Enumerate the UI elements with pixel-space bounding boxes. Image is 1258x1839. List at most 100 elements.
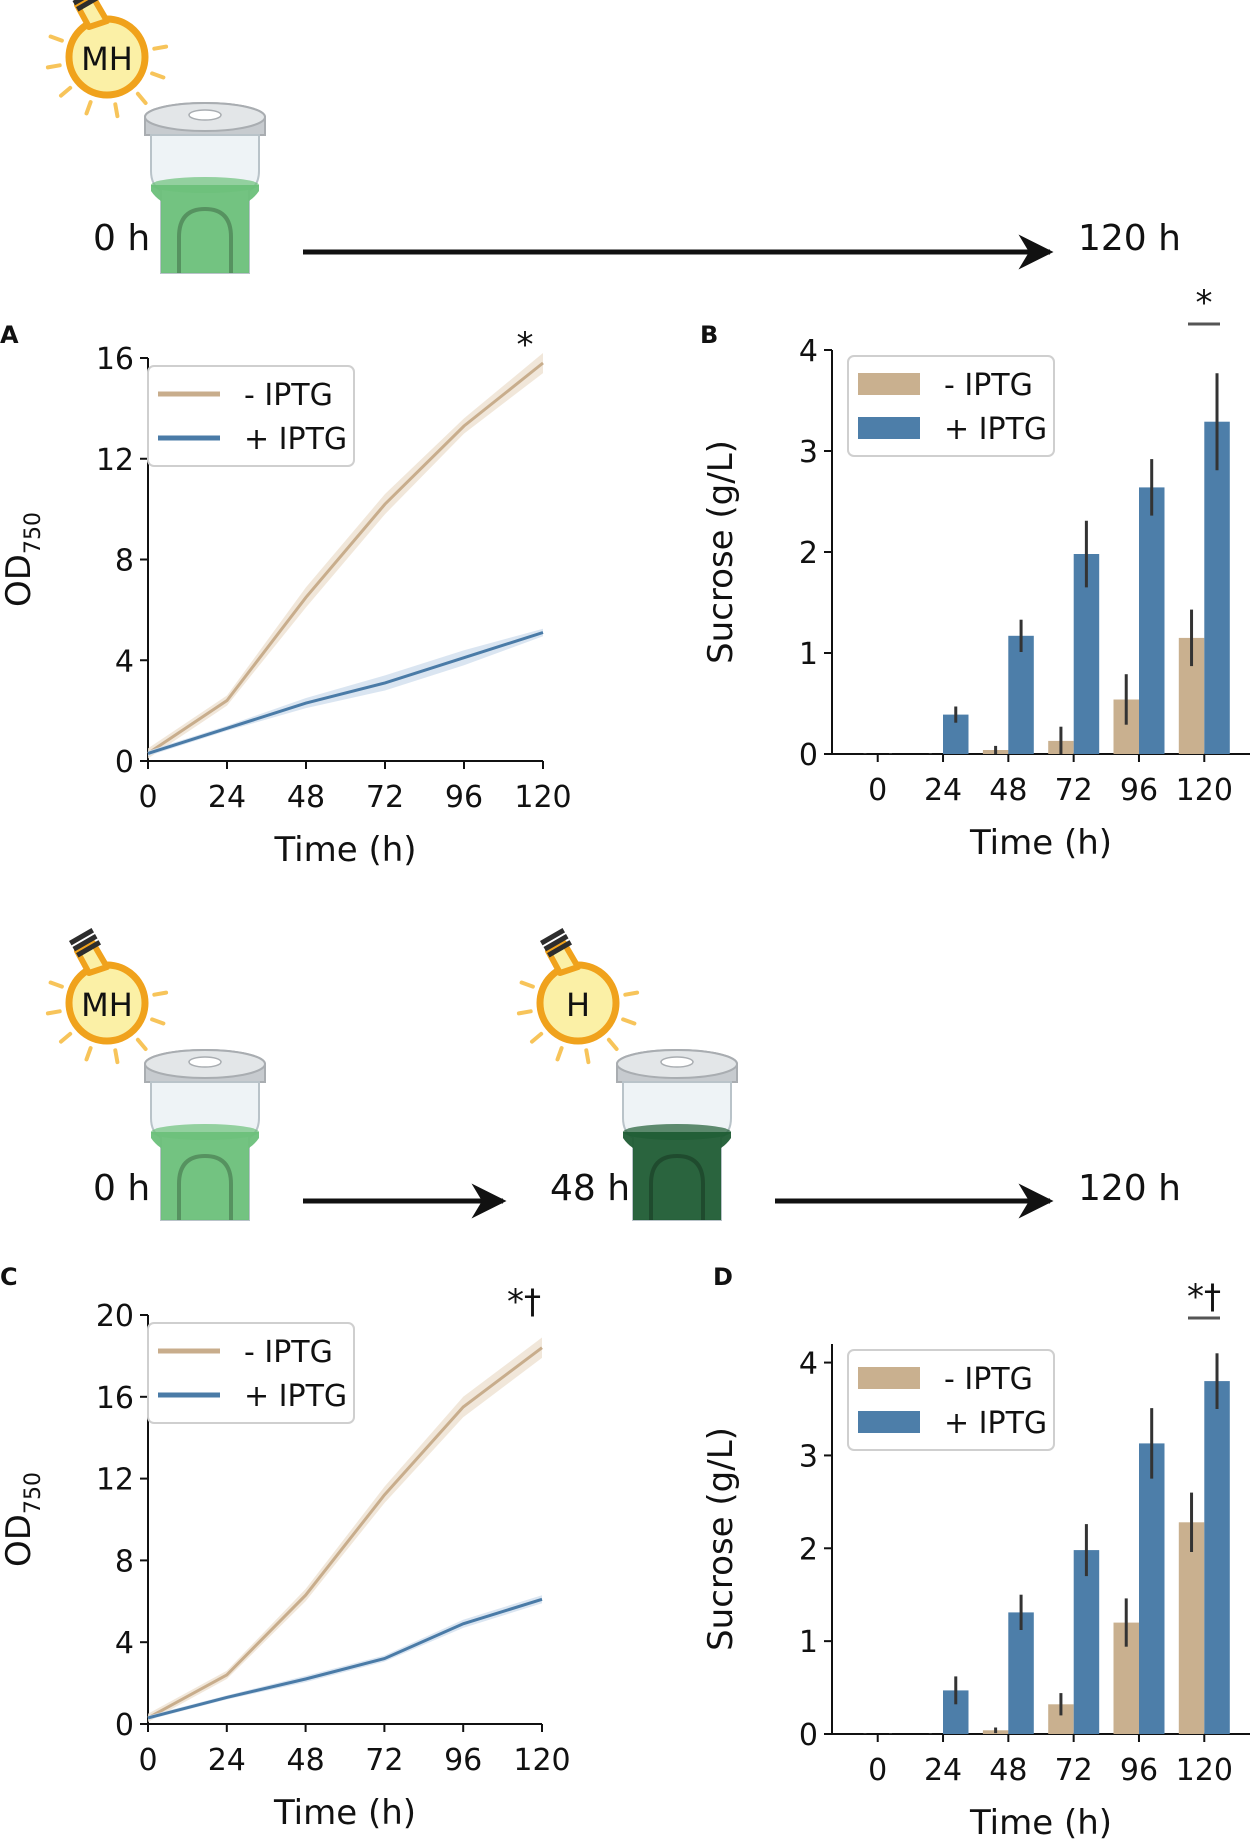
x-tick-label: 96	[1120, 773, 1158, 808]
significance-marker: *†	[1187, 1277, 1221, 1317]
bar	[1204, 1381, 1230, 1734]
y-tick-label: 0	[115, 1708, 134, 1743]
y-tick-label: 3	[799, 435, 818, 470]
vessel-liquid-surface	[151, 177, 259, 193]
series-line	[147, 631, 544, 755]
y-tick-label: 3	[799, 1439, 818, 1474]
legend-label: - IPTG	[944, 1362, 1033, 1397]
bar	[1139, 487, 1165, 754]
panel-letter: C	[0, 1263, 18, 1291]
legend-swatch	[858, 417, 920, 439]
x-tick-label: 48	[989, 1753, 1027, 1788]
series-band	[148, 353, 543, 759]
legend-box	[147, 365, 355, 467]
significance-marker: *	[517, 325, 534, 365]
scenario1-illustration: MH 0 h 120 h	[45, 0, 1181, 274]
glow-ray	[48, 980, 64, 989]
x-tick-label: 24	[924, 773, 962, 808]
y-tick-label: 4	[115, 1626, 134, 1661]
x-tick-label: 72	[1055, 1753, 1093, 1788]
x-axis-label: Time (h)	[273, 1793, 416, 1833]
x-tick-label: 96	[1120, 1753, 1158, 1788]
vessel-cap-hole	[188, 109, 222, 121]
x-axis-label: Time (h)	[273, 830, 416, 870]
legend: - IPTG + IPTG	[147, 1322, 355, 1424]
bar	[1139, 1443, 1165, 1734]
culture-vessel	[144, 102, 266, 274]
bar	[1008, 1612, 1034, 1734]
glow-ray	[519, 980, 535, 989]
x-tick-label: 120	[513, 1743, 570, 1778]
bulb-label: MH	[81, 40, 133, 78]
y-tick-label: 12	[96, 1463, 134, 1498]
legend-label: - IPTG	[244, 1335, 333, 1370]
y-axis-label: OD750	[0, 1472, 46, 1567]
x-tick-label: 0	[138, 1743, 157, 1778]
start-time-label: 0 h	[93, 1168, 150, 1209]
glow-ray	[48, 34, 64, 43]
bulb-socket	[72, 0, 102, 12]
x-tick-label: 0	[868, 1753, 887, 1788]
series-line	[147, 361, 544, 755]
legend-label: + IPTG	[244, 422, 347, 457]
x-tick-label: 120	[1176, 773, 1233, 808]
bulb-glow-rays	[45, 34, 169, 119]
series-line	[147, 1346, 543, 1720]
bulb-glow-rays	[45, 980, 169, 1065]
y-tick-label: 2	[799, 536, 818, 571]
y-tick-label: 16	[96, 342, 134, 377]
legend-label: + IPTG	[944, 412, 1047, 447]
bulb-glow-rays	[516, 980, 640, 1065]
lightbulb-icon: MH	[45, 0, 169, 119]
x-tick-label: 120	[514, 780, 571, 815]
glow-ray	[555, 1046, 564, 1062]
x-tick-label: 24	[208, 780, 246, 815]
culture-vessel	[616, 1049, 738, 1221]
x-tick-label: 120	[1176, 1753, 1233, 1788]
glow-ray	[516, 1009, 533, 1016]
y-tick-label: 8	[115, 1544, 134, 1579]
legend-label: + IPTG	[244, 1379, 347, 1414]
x-axis-label: Time (h)	[969, 1803, 1112, 1839]
y-tick-label: 1	[799, 1625, 818, 1660]
legend-box	[147, 1322, 355, 1424]
end-time-label: 120 h	[1078, 1168, 1181, 1209]
x-tick-label: 24	[924, 1753, 962, 1788]
scenario2-illustration: MH H 0 h 48 h 120 h	[45, 928, 1181, 1221]
y-axis-label: Sucrose (g/L)	[701, 1427, 741, 1651]
x-tick-label: 96	[445, 780, 483, 815]
glow-ray	[84, 100, 93, 116]
bar	[1178, 1522, 1205, 1734]
y-tick-label: 4	[799, 334, 818, 369]
glow-ray	[135, 1037, 148, 1051]
legend-label: + IPTG	[944, 1406, 1047, 1441]
glow-ray	[135, 91, 148, 105]
x-tick-label: 96	[444, 1743, 482, 1778]
lightbulb-icon: H	[516, 928, 640, 1065]
bulb-socket	[69, 928, 102, 958]
bulb-label: MH	[81, 986, 133, 1024]
y-tick-label: 4	[799, 1347, 818, 1382]
y-axis-label: Sucrose (g/L)	[701, 440, 741, 664]
significance-marker: *	[1196, 283, 1213, 323]
vessel-liquid	[623, 1132, 731, 1220]
series-band	[148, 1337, 542, 1722]
glow-ray	[45, 63, 62, 70]
y-tick-label: 1	[799, 637, 818, 672]
panel-letter: B	[700, 321, 718, 349]
x-tick-label: 48	[989, 773, 1027, 808]
mid-time-label: 48 h	[550, 1168, 630, 1209]
vessel-liquid	[151, 185, 259, 273]
y-tick-label: 8	[115, 544, 134, 579]
y-tick-label: 12	[96, 443, 134, 478]
glow-ray	[152, 44, 169, 51]
bulb-socket	[540, 928, 573, 958]
vessel-arch	[649, 1153, 705, 1220]
x-tick-label: 72	[365, 1743, 403, 1778]
bulb-label: H	[566, 986, 590, 1024]
glow-ray	[623, 990, 640, 997]
glow-ray	[530, 1031, 544, 1044]
y-tick-label: 0	[799, 1718, 818, 1753]
bar	[1008, 635, 1034, 754]
